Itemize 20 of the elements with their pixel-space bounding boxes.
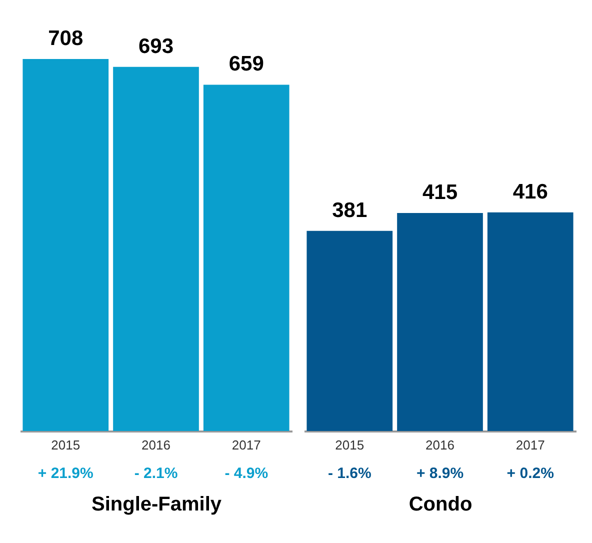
- data-label: 659: [228, 52, 264, 76]
- data-label: 381: [332, 198, 368, 222]
- data-label: 416: [512, 180, 548, 204]
- x-tick-label: 2016: [142, 438, 170, 452]
- text: - 4.9%: [224, 465, 268, 482]
- text: + 8.9%: [416, 465, 464, 482]
- x-axis-title: Condo: [408, 494, 472, 516]
- x-tick-label: 2017: [232, 438, 261, 452]
- x-axis-title: Single-Family: [91, 494, 222, 516]
- text: + 21.9%: [38, 465, 94, 482]
- data-label: 415: [422, 180, 458, 204]
- data-label: 708: [48, 27, 84, 50]
- data-label: 693: [138, 34, 174, 58]
- x-tick-label: 2015: [51, 438, 80, 452]
- text: - 1.6%: [328, 465, 372, 482]
- x-tick-label: 2015: [335, 438, 364, 452]
- x-tick-label: 2016: [426, 438, 454, 452]
- text: + 0.2%: [506, 465, 554, 482]
- text: - 2.1%: [134, 465, 178, 482]
- x-tick-label: 2017: [516, 438, 545, 452]
